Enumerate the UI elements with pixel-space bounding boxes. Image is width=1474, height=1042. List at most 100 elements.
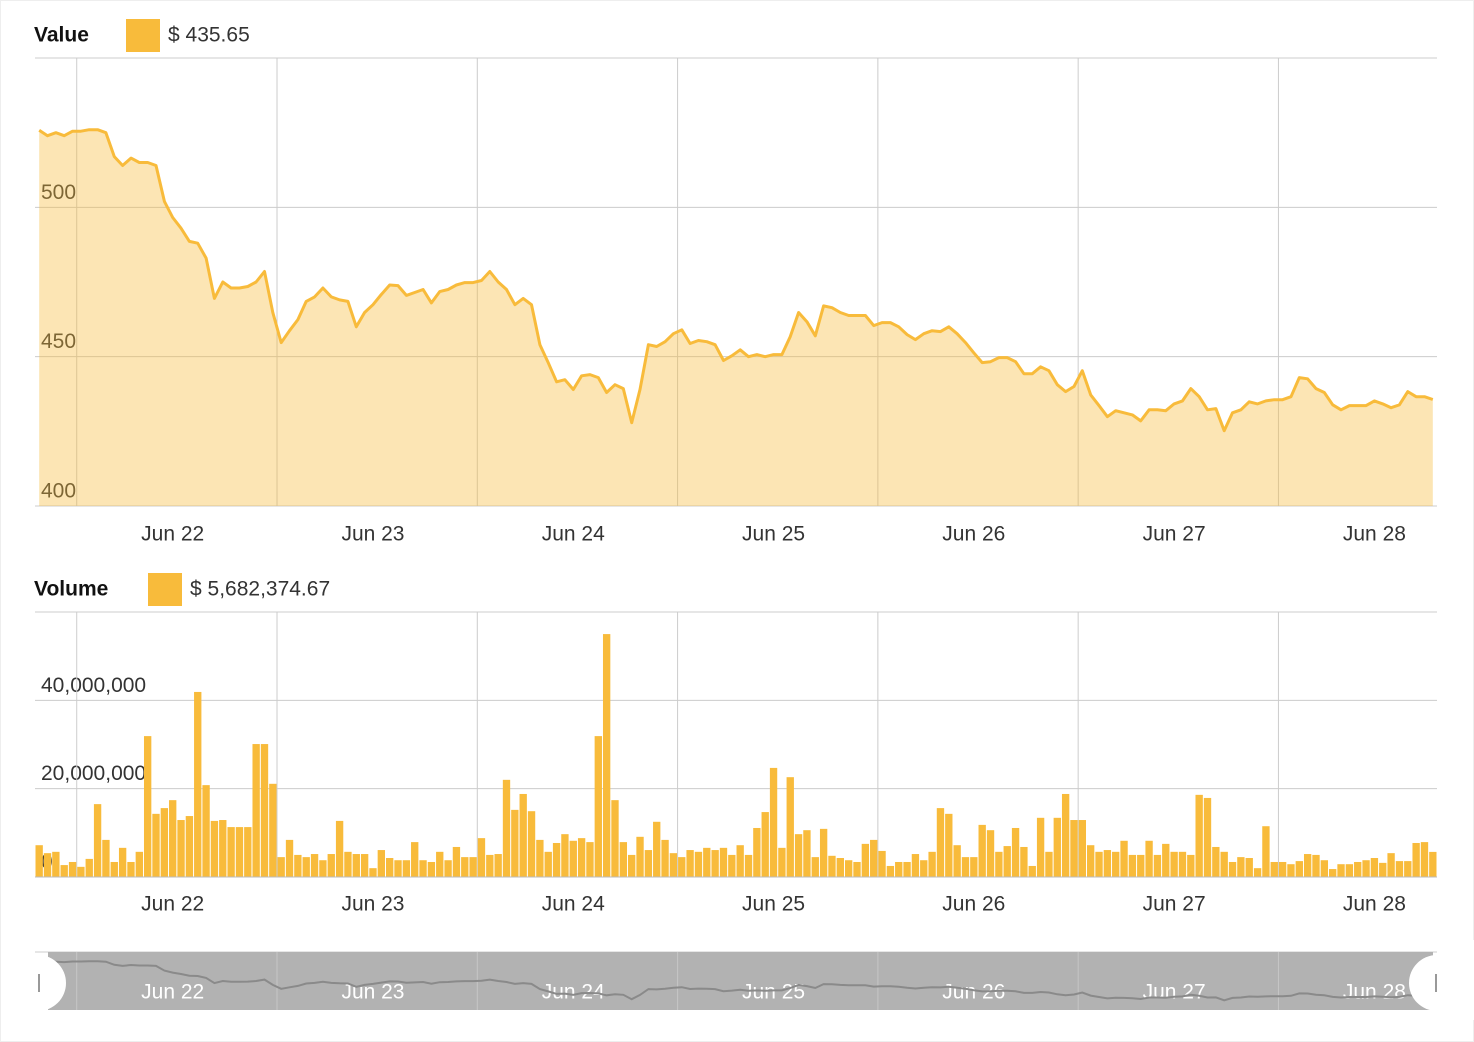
volume-bar bbox=[310, 854, 319, 877]
legend-value: $ 5,682,374.67 bbox=[190, 578, 330, 601]
volume-bar bbox=[928, 851, 936, 877]
x-tick-label: Jun 27 bbox=[1143, 893, 1206, 916]
volume-bar bbox=[227, 827, 235, 877]
volume-bar bbox=[1053, 817, 1061, 877]
volume-bar bbox=[452, 846, 461, 877]
volume-bar bbox=[1295, 861, 1303, 877]
volume-bar bbox=[194, 691, 202, 877]
volume-bar bbox=[394, 860, 402, 877]
volume-bar bbox=[828, 855, 836, 877]
chart-title: Value bbox=[34, 24, 89, 47]
volume-bar bbox=[327, 854, 335, 877]
volume-bar bbox=[552, 842, 561, 877]
volume-bar bbox=[1370, 858, 1379, 877]
volume-bar bbox=[686, 850, 694, 877]
volume-bar bbox=[461, 857, 469, 877]
volume-bar bbox=[1345, 864, 1354, 877]
volume-bar bbox=[920, 860, 928, 877]
volume-bar bbox=[1170, 851, 1178, 877]
volume-bar bbox=[1228, 861, 1237, 877]
volume-bar bbox=[1420, 842, 1429, 877]
x-tick-label: Jun 26 bbox=[942, 893, 1005, 916]
volume-bar bbox=[1153, 854, 1162, 877]
volume-bar bbox=[169, 800, 177, 877]
navigator-label: Jun 27 bbox=[1143, 981, 1206, 1004]
volume-bar bbox=[1045, 851, 1053, 877]
volume-bar bbox=[244, 827, 252, 877]
navigator-label: Jun 22 bbox=[141, 981, 204, 1004]
volume-bar bbox=[1312, 854, 1320, 877]
volume-bar bbox=[636, 836, 644, 877]
volume-bar bbox=[669, 853, 678, 877]
volume-bar bbox=[110, 861, 118, 877]
volume-bar bbox=[1020, 846, 1028, 877]
volume-bar bbox=[43, 853, 52, 877]
volume-bar bbox=[143, 736, 152, 877]
volume-bar bbox=[986, 830, 995, 877]
volume-bar bbox=[870, 839, 878, 877]
x-tick-label: Jun 24 bbox=[542, 523, 605, 546]
volume-bar bbox=[1112, 851, 1120, 877]
volume-bar bbox=[1028, 865, 1036, 877]
volume-bar bbox=[527, 811, 536, 877]
volume-bar bbox=[1203, 797, 1212, 877]
volume-bar bbox=[377, 850, 385, 877]
volume-bar bbox=[1187, 854, 1195, 877]
volume-bar bbox=[1329, 869, 1337, 877]
volume-bar bbox=[427, 861, 436, 877]
volume-bar bbox=[486, 854, 494, 877]
volume-bar bbox=[436, 851, 444, 877]
volume-bar bbox=[1404, 861, 1412, 877]
volume-bar bbox=[1103, 850, 1112, 877]
x-tick-label: Jun 24 bbox=[542, 893, 605, 916]
volume-bar bbox=[678, 857, 686, 877]
volume-bar bbox=[594, 736, 602, 877]
volume-bar bbox=[978, 824, 986, 877]
volume-bar bbox=[102, 839, 110, 877]
volume-bar bbox=[1128, 854, 1137, 877]
volume-bar bbox=[411, 842, 419, 877]
volume-bar bbox=[1262, 826, 1270, 877]
volume-bar bbox=[519, 793, 527, 877]
value-line bbox=[38, 128, 1434, 433]
volume-bar bbox=[861, 843, 870, 877]
area-fill bbox=[39, 129, 1433, 506]
volume-bar bbox=[52, 851, 60, 877]
volume-bar bbox=[419, 860, 427, 877]
volume-bar bbox=[1145, 840, 1153, 877]
volume-bar bbox=[177, 820, 185, 877]
volume-bar bbox=[903, 861, 911, 877]
volume-bar bbox=[1287, 864, 1295, 877]
volume-bar bbox=[93, 804, 102, 877]
navigator-label: Jun 25 bbox=[742, 981, 805, 1004]
volume-bar bbox=[269, 783, 277, 877]
volume-bar bbox=[803, 830, 811, 877]
volume-bar bbox=[494, 854, 502, 877]
volume-bar bbox=[736, 845, 744, 877]
volume-bar bbox=[644, 850, 653, 877]
volume-bar bbox=[711, 850, 719, 877]
volume-bar bbox=[260, 744, 269, 877]
volume-bar bbox=[294, 854, 302, 877]
volume-bar bbox=[1412, 842, 1420, 877]
volume-bar bbox=[68, 861, 77, 877]
x-tick-label: Jun 25 bbox=[742, 523, 805, 546]
volume-bar bbox=[1395, 861, 1404, 877]
volume-bar bbox=[661, 839, 669, 877]
volume-bar bbox=[853, 861, 861, 877]
y-tick-label: 400 bbox=[41, 480, 76, 503]
volume-bar bbox=[728, 854, 736, 877]
volume-bar bbox=[35, 845, 43, 877]
legend-swatch bbox=[126, 19, 160, 52]
navigator-window bbox=[48, 952, 1433, 1010]
chart-title: Volume bbox=[34, 578, 108, 601]
volume-bar bbox=[844, 860, 853, 877]
volume-bar bbox=[219, 820, 227, 877]
volume-bar bbox=[794, 834, 803, 877]
volume-bar bbox=[152, 813, 160, 877]
volume-bar bbox=[1379, 862, 1387, 877]
volume-bar bbox=[786, 777, 794, 877]
volume-bar bbox=[1011, 827, 1020, 877]
y-tick-label: 450 bbox=[41, 330, 76, 353]
